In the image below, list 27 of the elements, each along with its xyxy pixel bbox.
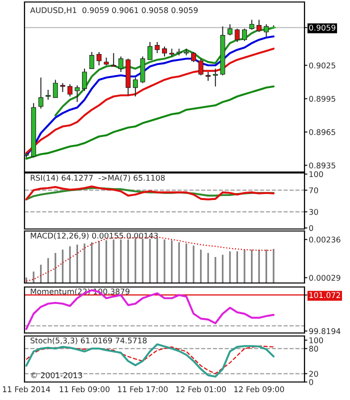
candlestick bbox=[249, 19, 254, 30]
candlestick bbox=[198, 58, 204, 76]
candlestick bbox=[67, 84, 72, 97]
candlestick bbox=[154, 42, 160, 54]
line-series bbox=[25, 85, 275, 160]
candlestick bbox=[118, 56, 124, 72]
candlestick bbox=[140, 56, 146, 84]
candlestick bbox=[191, 52, 196, 62]
candlestick bbox=[264, 24, 269, 37]
candlestick bbox=[82, 68, 87, 92]
candlestick bbox=[38, 77, 44, 110]
candlestick bbox=[46, 89, 51, 100]
candlestick bbox=[96, 52, 102, 66]
line-series bbox=[25, 289, 275, 330]
candlestick bbox=[111, 52, 116, 67]
candlestick bbox=[132, 77, 138, 97]
candlestick bbox=[162, 46, 167, 57]
candlestick bbox=[212, 68, 218, 87]
candlestick bbox=[242, 28, 247, 42]
candlestick bbox=[89, 52, 94, 70]
candlestick bbox=[52, 79, 58, 98]
line-series bbox=[54, 26, 275, 116]
candlestick bbox=[147, 42, 152, 60]
candlestick bbox=[227, 24, 232, 36]
candlestick bbox=[234, 28, 240, 42]
candlestick bbox=[256, 19, 262, 32]
candlestick bbox=[74, 84, 80, 102]
